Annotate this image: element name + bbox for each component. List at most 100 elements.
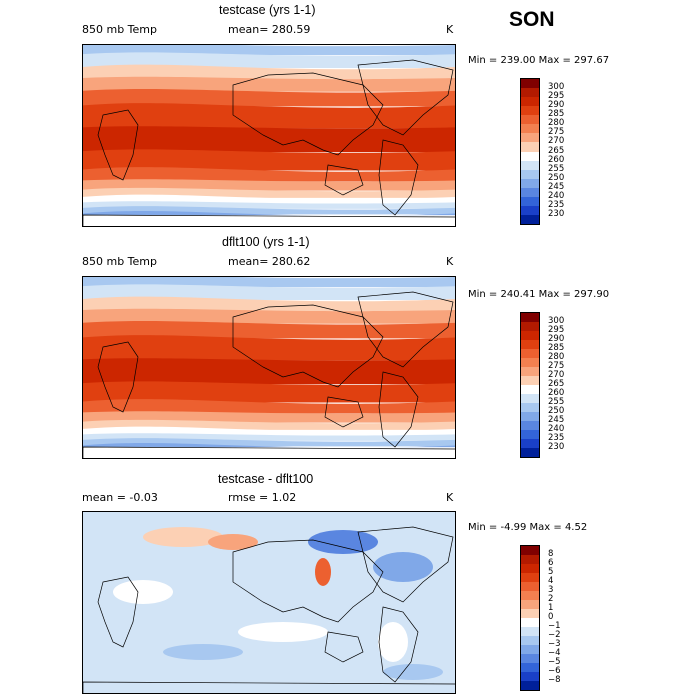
panel-2-field-label: 850 mb Temp xyxy=(82,255,158,268)
colorbar-swatch xyxy=(521,142,539,152)
colorbar-swatch xyxy=(521,636,539,645)
colorbar-swatch xyxy=(521,358,539,367)
colorbar-label: 235 xyxy=(548,199,565,210)
colorbar-label: 230 xyxy=(548,442,565,452)
colorbar-swatch xyxy=(521,133,539,143)
colorbar-label: 285 xyxy=(548,109,565,120)
colorbar-swatch xyxy=(521,340,539,349)
colorbar-label: 280 xyxy=(548,352,565,362)
colorbar-swatch xyxy=(521,115,539,125)
colorbar-swatch xyxy=(521,403,539,412)
colorbar-label: 265 xyxy=(548,145,565,156)
colorbar-label: 270 xyxy=(548,370,565,380)
colorbar-swatch xyxy=(521,654,539,663)
colorbar-label: 275 xyxy=(548,361,565,371)
colorbar-swatch xyxy=(521,394,539,403)
colorbar-swatch xyxy=(521,430,539,439)
colorbar-swatch xyxy=(521,609,539,618)
colorbar-swatch xyxy=(521,187,539,197)
colorbar-label: 245 xyxy=(548,181,565,192)
colorbar-label: 4 xyxy=(548,576,554,586)
colorbar-label: 255 xyxy=(548,397,565,407)
colorbar-swatch xyxy=(521,564,539,573)
colorbar-swatch xyxy=(521,627,539,636)
colorbar-label: 300 xyxy=(548,316,565,326)
panel-1-minmax: Min = 239.00 Max = 297.67 xyxy=(468,55,610,66)
colorbar-swatch xyxy=(521,331,539,340)
colorbar-label: 250 xyxy=(548,406,565,416)
colorbar-label: 240 xyxy=(548,190,565,201)
colorbar-swatch xyxy=(521,205,539,215)
colorbar-label: 250 xyxy=(548,172,565,183)
colorbar-swatch xyxy=(521,196,539,206)
colorbar-swatch xyxy=(521,106,539,116)
colorbar-label: −1 xyxy=(548,621,561,631)
panel-3-title: testcase - dflt100 xyxy=(218,472,314,486)
colorbar-label: 0 xyxy=(548,612,554,622)
colorbar-swatch xyxy=(521,151,539,161)
colorbar-swatch xyxy=(521,555,539,564)
panel-1-colorbar xyxy=(520,78,540,225)
colorbar-label: 5 xyxy=(548,567,554,577)
colorbar-label: 245 xyxy=(548,415,565,425)
colorbar-label: −6 xyxy=(548,666,561,676)
colorbar-label: 270 xyxy=(548,136,565,147)
panel-2-colorbar xyxy=(520,312,540,458)
panel-1-title: testcase (yrs 1-1) xyxy=(219,3,316,17)
panel-3-units: K xyxy=(446,491,454,504)
colorbar-swatch xyxy=(521,681,539,690)
colorbar-label: 260 xyxy=(548,388,565,398)
panel-2-map xyxy=(82,276,456,459)
colorbar-label: 1 xyxy=(548,603,554,613)
colorbar-swatch xyxy=(521,367,539,376)
colorbar-label: 265 xyxy=(548,379,565,389)
colorbar-label: 295 xyxy=(548,91,565,102)
panel-3-minmax: Min = -4.99 Max = 4.52 xyxy=(468,522,588,533)
colorbar-swatch xyxy=(521,439,539,448)
colorbar-swatch xyxy=(521,600,539,609)
colorbar-swatch xyxy=(521,663,539,672)
colorbar-swatch xyxy=(521,160,539,170)
colorbar-label: 290 xyxy=(548,100,565,111)
colorbar-swatch xyxy=(521,88,539,98)
colorbar-label: 260 xyxy=(548,154,565,165)
colorbar-swatch xyxy=(521,412,539,421)
colorbar-label: −2 xyxy=(548,630,561,640)
colorbar-label: 6 xyxy=(548,558,554,568)
colorbar-swatch xyxy=(521,573,539,582)
colorbar-label: 235 xyxy=(548,433,565,443)
colorbar-swatch xyxy=(521,313,539,322)
colorbar-swatch xyxy=(521,448,539,457)
panel-1-map xyxy=(82,44,456,227)
panel-3-map xyxy=(82,511,456,694)
colorbar-label: 8 xyxy=(548,549,554,559)
panel-3-rmse: rmse = 1.02 xyxy=(228,491,297,504)
colorbar-label: 280 xyxy=(548,118,565,129)
colorbar-swatch xyxy=(521,618,539,627)
panel-2-units: K xyxy=(446,255,454,268)
colorbar-swatch xyxy=(521,349,539,358)
colorbar-label: 3 xyxy=(548,585,554,595)
panel-2-title: dflt100 (yrs 1-1) xyxy=(222,235,310,249)
colorbar-swatch xyxy=(521,79,539,89)
colorbar-label: −8 xyxy=(548,675,561,685)
colorbar-label: −5 xyxy=(548,657,561,667)
colorbar-label: 295 xyxy=(548,325,565,335)
colorbar-swatch xyxy=(521,322,539,331)
colorbar-swatch xyxy=(521,546,539,555)
colorbar-swatch xyxy=(521,672,539,681)
panel-2-stat: mean= 280.62 xyxy=(228,255,311,268)
colorbar-swatch xyxy=(521,214,539,224)
panel-2-minmax: Min = 240.41 Max = 297.90 xyxy=(468,289,610,300)
colorbar-swatch xyxy=(521,124,539,134)
panel-1-stat: mean= 280.59 xyxy=(228,23,311,36)
colorbar-swatch xyxy=(521,421,539,430)
panel-1-field-label: 850 mb Temp xyxy=(82,23,158,36)
colorbar-label: −4 xyxy=(548,648,561,658)
colorbar-swatch xyxy=(521,97,539,107)
colorbar-label: 230 xyxy=(548,208,565,219)
colorbar-label: 290 xyxy=(548,334,565,344)
colorbar-swatch xyxy=(521,169,539,179)
colorbar-label: 240 xyxy=(548,424,565,434)
colorbar-swatch xyxy=(521,376,539,385)
